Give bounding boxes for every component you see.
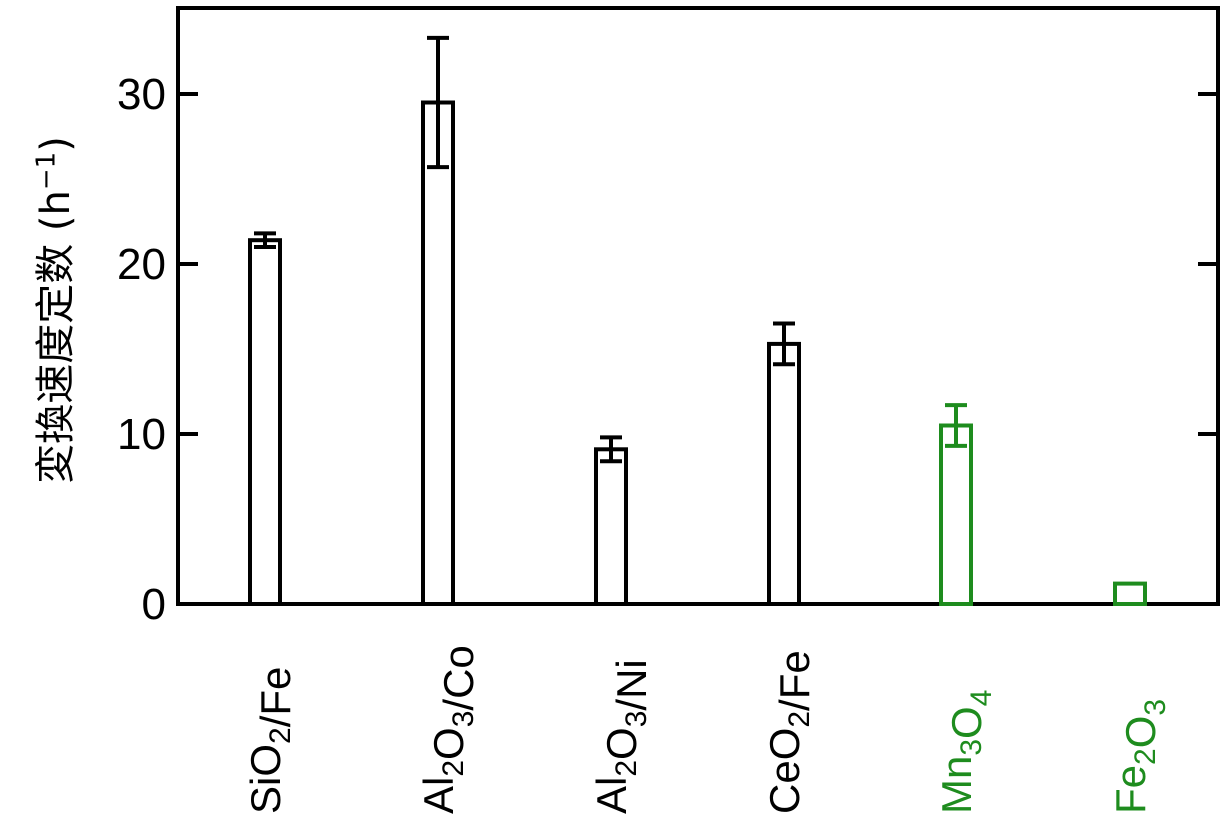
- label-text: Al: [588, 777, 635, 814]
- label-text: Fe: [1107, 765, 1154, 814]
- label-text: O: [943, 706, 990, 739]
- label-subscript: 3: [1139, 699, 1172, 716]
- x-tick-label-mn3o4: Mn3O4: [933, 690, 998, 814]
- label-subscript: 2: [1129, 748, 1162, 765]
- y-tick-label: 20: [117, 240, 166, 289]
- label-text: O: [598, 727, 645, 760]
- label-text: /Co: [435, 645, 482, 710]
- bar-al2o3-ni: [594, 447, 628, 606]
- y-tick-label: 0: [142, 580, 166, 629]
- x-tick-label-al2o3-co: Al2O3/Co: [415, 645, 482, 814]
- bar-al2o3-co: [421, 100, 455, 606]
- label-subscript: 4: [965, 690, 998, 707]
- bar-fe2o3: [1113, 581, 1147, 606]
- y-tick-label: 30: [117, 70, 166, 119]
- plot-frame: [176, 6, 1220, 606]
- label-subscript: 2: [610, 760, 643, 777]
- x-tick-label-sio2-fe: SiO2/Fe: [242, 667, 299, 814]
- label-text: Ce: [761, 760, 808, 814]
- label-subscript: 2: [264, 727, 297, 744]
- label-subscript: 3: [620, 711, 653, 728]
- x-tick-label-ceo2-fe: CeO2/Fe: [761, 650, 818, 814]
- label-text: O: [425, 727, 472, 760]
- bar-mn3o4: [939, 423, 973, 606]
- bar-ceo2-fe: [767, 341, 801, 606]
- y-tick-label: 10: [117, 410, 166, 459]
- x-tick-label-fe2o3: Fe2O3: [1107, 699, 1172, 814]
- label-text: O: [1117, 716, 1164, 749]
- label-text: /Fe: [252, 667, 299, 728]
- label-subscript: 3: [447, 711, 480, 728]
- y-axis-label: 変換速度定数 (h−1): [23, 136, 81, 484]
- label-text: /Fe: [771, 650, 818, 711]
- y-axis-label-main: 変換速度定数 (h: [33, 190, 79, 484]
- y-axis-ticks: 0 10 20 30: [117, 70, 1218, 629]
- label-text: Al: [415, 777, 462, 814]
- label-text: /Ni: [608, 659, 655, 710]
- x-tick-label-al2o3-ni: Al2O3/Ni: [588, 659, 655, 814]
- label-subscript: 2: [437, 760, 470, 777]
- label-subscript: 3: [955, 739, 988, 756]
- label-text: Mn: [933, 756, 980, 814]
- y-axis-label-close: ): [33, 136, 79, 152]
- label-text: O: [242, 744, 289, 777]
- label-subscript: 2: [783, 711, 816, 728]
- bar-sio2-fe: [248, 238, 282, 606]
- y-axis-label-exponent: −1: [31, 151, 62, 191]
- label-text: O: [761, 728, 808, 761]
- label-text: Si: [242, 777, 289, 814]
- bars: [248, 35, 1147, 606]
